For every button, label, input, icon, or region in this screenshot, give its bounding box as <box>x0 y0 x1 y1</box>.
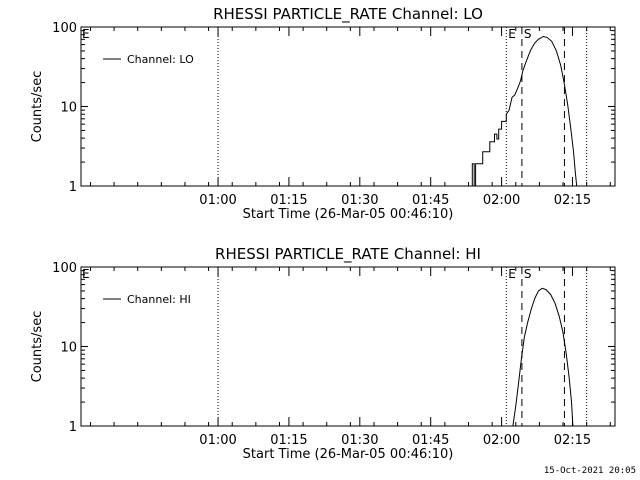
y-tick-label: 100 <box>52 21 77 36</box>
x-tick-label: 02:00 <box>483 193 520 208</box>
y-axis-label: Counts/sec <box>30 311 45 383</box>
chart-title: RHESSI PARTICLE_RATE Channel: HI <box>215 245 481 264</box>
plot-frame <box>80 266 616 427</box>
x-tick-label: 01:00 <box>199 433 236 448</box>
y-tick-label: 10 <box>60 341 77 356</box>
x-axis-label: Start Time (26-Mar-05 00:46:10) <box>243 207 454 222</box>
x-tick-label: 01:30 <box>341 433 378 448</box>
x-tick-label: 01:15 <box>270 193 307 208</box>
x-tick-label: 01:15 <box>270 433 307 448</box>
x-tick-label: 01:30 <box>341 193 378 208</box>
time-marker-label: S <box>524 27 532 41</box>
x-tick-label: 02:00 <box>483 433 520 448</box>
x-tick-label: 01:00 <box>199 193 236 208</box>
x-tick-label: 01:45 <box>412 193 449 208</box>
edge-marker-label: E <box>82 267 90 281</box>
panel-2: RHESSI PARTICLE_RATE Channel: HI 1 10 100 Co… <box>30 245 616 462</box>
plot-frame <box>80 26 616 187</box>
y-tick-label: 10 <box>60 101 77 116</box>
time-marker-label: E <box>508 267 516 281</box>
y-tick-label: 100 <box>52 261 77 276</box>
edge-marker-label: E <box>82 27 90 41</box>
timestamp: 15-Oct-2021 20:05 <box>543 466 636 476</box>
y-axis-label: Counts/sec <box>30 71 45 143</box>
x-tick-label: 02:15 <box>554 433 591 448</box>
x-tick-label: 02:15 <box>554 193 591 208</box>
panel-1: RHESSI PARTICLE_RATE Channel: LO 1 10 100 Co… <box>30 5 616 222</box>
time-marker-label: E <box>508 27 516 41</box>
x-axis-label: Start Time (26-Mar-05 00:46:10) <box>243 447 454 462</box>
legend-label: Channel: LO <box>127 53 194 66</box>
legend-label: Channel: HI <box>127 293 191 306</box>
y-tick-label: 1 <box>69 180 77 195</box>
chart-title: RHESSI PARTICLE_RATE Channel: LO <box>213 5 483 24</box>
series-line <box>512 287 574 427</box>
x-tick-label: 01:45 <box>412 433 449 448</box>
series-line <box>471 35 578 187</box>
time-marker-label: S <box>524 267 532 281</box>
y-tick-label: 1 <box>69 420 77 435</box>
